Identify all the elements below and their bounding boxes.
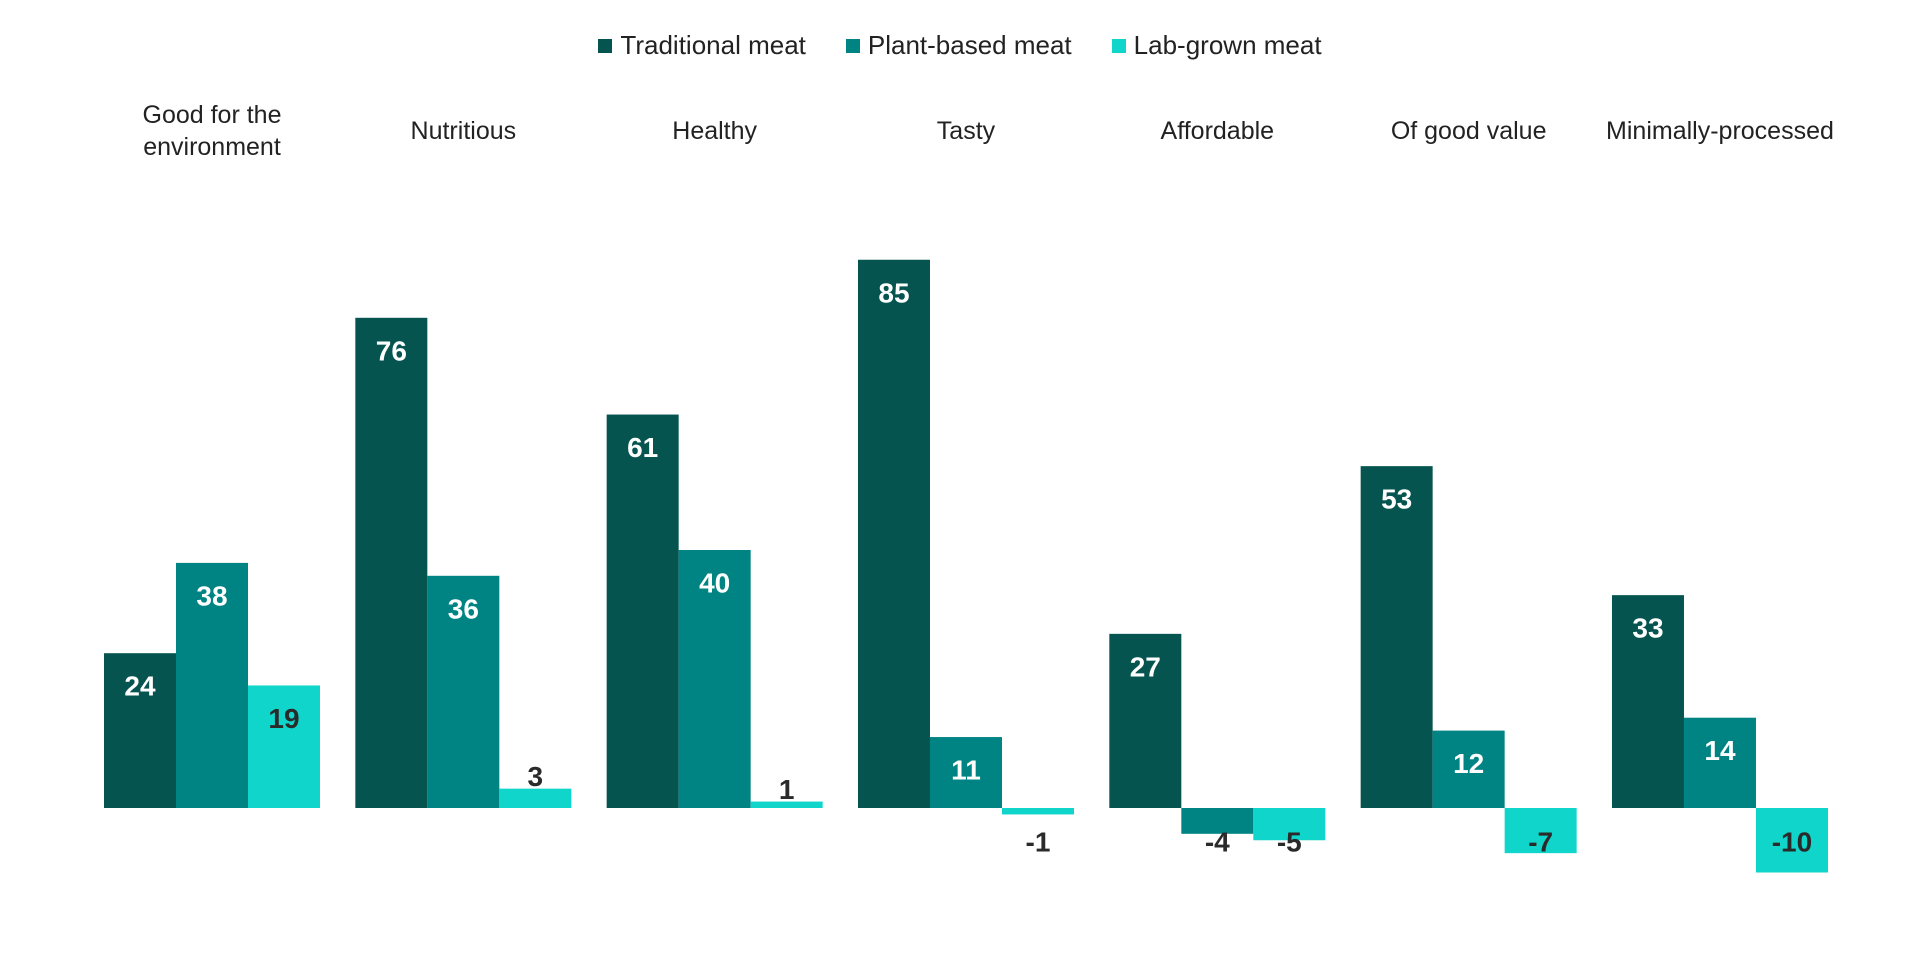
bar	[929, 737, 1002, 808]
data-label: 11	[951, 755, 981, 786]
bar	[606, 414, 679, 808]
data-label: 85	[878, 277, 909, 308]
bar	[1683, 717, 1756, 808]
legend-label-plant-based-meat: Plant-based meat	[867, 30, 1072, 60]
data-label: 61	[627, 432, 658, 463]
bar	[1611, 595, 1684, 808]
category-label: Nutritious	[411, 117, 517, 145]
bar	[1504, 808, 1577, 854]
data-label: 38	[196, 580, 227, 611]
bar	[104, 653, 176, 808]
bar	[499, 788, 572, 808]
legend-swatch-lab-grown-meat	[1111, 38, 1126, 53]
legend-swatch-plant-based-meat	[845, 38, 860, 53]
bar	[176, 562, 248, 808]
data-label: 76	[376, 335, 407, 366]
category-label: Tasty	[937, 117, 996, 145]
data-label: 24	[124, 671, 156, 702]
data-label: -5	[1277, 827, 1302, 858]
bar	[750, 801, 823, 808]
data-label: 53	[1381, 484, 1412, 515]
data-label: 1	[779, 774, 795, 805]
data-label: 33	[1632, 613, 1663, 644]
data-label: 19	[268, 703, 299, 734]
data-label: 27	[1130, 651, 1161, 682]
category-label: environment	[143, 133, 281, 161]
data-label: 3	[528, 761, 544, 792]
category-label: Good for the	[143, 101, 282, 129]
bar	[1001, 808, 1074, 815]
legend-swatch-traditional-meat	[598, 38, 613, 53]
legend: Traditional meat Plant-based meat Lab-gr…	[0, 30, 1920, 61]
bar	[1181, 808, 1254, 834]
category-label: Affordable	[1161, 117, 1275, 145]
bar	[427, 575, 500, 808]
data-label: -4	[1205, 827, 1230, 858]
bar	[1432, 730, 1505, 808]
bar	[248, 685, 320, 808]
legend-label-traditional-meat: Traditional meat	[620, 30, 806, 60]
bar	[1253, 808, 1326, 841]
bar	[1755, 808, 1828, 873]
category-label: Healthy	[672, 117, 757, 145]
data-label: -10	[1772, 827, 1812, 858]
bar	[857, 259, 930, 808]
bar	[1109, 633, 1182, 808]
category-label: Of good value	[1391, 117, 1547, 145]
legend-item-traditional-meat: Traditional meat	[598, 30, 806, 61]
legend-item-plant-based-meat: Plant-based meat	[845, 30, 1072, 61]
bar	[678, 550, 751, 808]
data-label: -1	[1026, 827, 1051, 858]
data-label: 12	[1453, 748, 1484, 779]
data-label: 40	[699, 568, 730, 599]
legend-item-lab-grown-meat: Lab-grown meat	[1111, 30, 1322, 61]
legend-label-lab-grown-meat: Lab-grown meat	[1133, 30, 1322, 60]
category-label: Minimally-processed	[1606, 117, 1834, 145]
data-label: 36	[448, 593, 479, 624]
data-label: 14	[1704, 735, 1736, 766]
bar	[355, 317, 428, 808]
bar	[1360, 466, 1433, 808]
data-label: -7	[1528, 827, 1553, 858]
